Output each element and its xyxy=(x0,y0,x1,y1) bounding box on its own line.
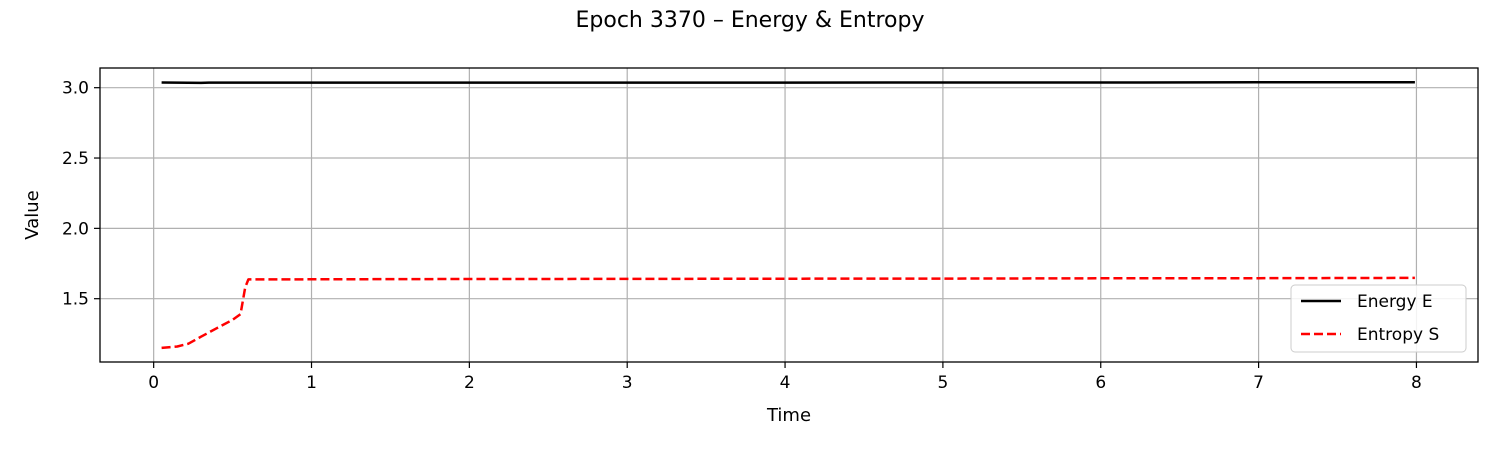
chart-title: Epoch 3370 – Energy & Entropy xyxy=(576,8,925,33)
x-tick-label: 2 xyxy=(464,373,475,393)
x-axis-label: Time xyxy=(766,405,811,426)
x-tick-label: 8 xyxy=(1411,373,1422,393)
legend: Energy E Entropy S xyxy=(1290,284,1467,353)
x-tick-label: 0 xyxy=(148,373,159,393)
x-tick-label: 3 xyxy=(622,373,633,393)
ticks-layer: 0 1 2 3 4 5 6 7 8 1.5 2.0 2.5 3.0 xyxy=(62,79,1422,393)
x-tick-label: 1 xyxy=(306,373,317,393)
series-layer xyxy=(161,80,1415,350)
y-tick-label: 1.5 xyxy=(62,290,89,310)
x-tick-label: 4 xyxy=(780,373,791,393)
plot-area-frame xyxy=(99,67,1479,363)
grid-layer xyxy=(100,68,1478,362)
y-tick-label: 3.0 xyxy=(62,79,89,99)
series-line-entropy-s xyxy=(161,276,1415,350)
y-tick-label: 2.0 xyxy=(62,219,89,239)
x-tick-label: 5 xyxy=(937,373,948,393)
y-axis-label: Value xyxy=(22,190,43,239)
series-line-energy-e xyxy=(161,80,1415,85)
x-tick-label: 6 xyxy=(1095,373,1106,393)
legend-label-energy: Energy E xyxy=(1357,292,1433,312)
legend-label-entropy: Entropy S xyxy=(1357,325,1439,345)
y-tick-label: 2.5 xyxy=(62,149,89,169)
x-tick-label: 7 xyxy=(1253,373,1264,393)
